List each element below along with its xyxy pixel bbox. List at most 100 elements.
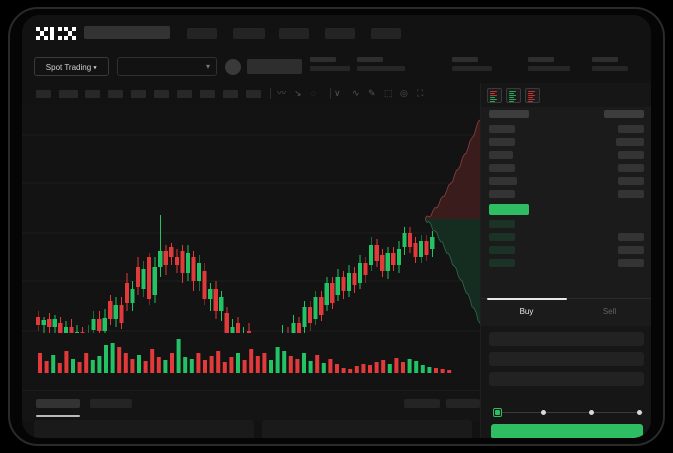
volume-bar xyxy=(110,343,115,373)
candle-body xyxy=(335,277,340,295)
order-field-placeholder-0[interactable] xyxy=(489,332,644,346)
bottom-tab-bar xyxy=(22,390,480,421)
orderbook-asks-icon[interactable] xyxy=(525,88,540,103)
toolbar-item-placeholder-0[interactable] xyxy=(36,90,51,98)
shape-tool-icon[interactable]: ◌ xyxy=(311,88,317,98)
orderbook-bid-size xyxy=(618,246,644,254)
fib-tool-icon[interactable]: ∨ xyxy=(334,88,341,98)
orderbook-ask-row[interactable] xyxy=(489,190,515,198)
toolbar-divider-1 xyxy=(330,88,331,99)
orderbook-bid-row[interactable] xyxy=(489,246,515,254)
toolbar-item-placeholder-6[interactable] xyxy=(177,90,192,98)
bottom-action-placeholder-0[interactable] xyxy=(404,399,440,408)
orderbook-ask-row[interactable] xyxy=(489,177,517,185)
measure-tool-icon[interactable]: ⬚ xyxy=(384,88,393,98)
okx-logo-icon[interactable] xyxy=(36,27,76,40)
order-book[interactable] xyxy=(481,107,651,298)
volume-bar xyxy=(255,356,260,373)
nav-item-placeholder-4[interactable] xyxy=(325,28,355,39)
fullscreen-tool-icon[interactable]: ⛶ xyxy=(417,88,424,98)
bottom-tab-placeholder-0[interactable] xyxy=(36,399,80,408)
wave-tool-icon[interactable]: ∿ xyxy=(352,88,360,98)
toolbar-item-placeholder-8[interactable] xyxy=(223,90,238,98)
candle-body xyxy=(169,247,174,257)
orderbook-bid-row[interactable] xyxy=(489,259,515,267)
nav-item-placeholder-1[interactable] xyxy=(187,28,217,39)
candle-body xyxy=(357,263,363,283)
toolbar-item-placeholder-9[interactable] xyxy=(246,90,261,98)
brush-tool-icon[interactable]: ✎ xyxy=(368,88,376,98)
slider-step-dot-1[interactable] xyxy=(589,410,594,415)
orderbook-bid-size xyxy=(618,233,644,241)
slider-handle[interactable] xyxy=(493,408,502,417)
toolbar-item-placeholder-4[interactable] xyxy=(131,90,146,98)
slider-step-dot-2[interactable] xyxy=(637,410,642,415)
candle-body xyxy=(191,257,196,281)
candle-body xyxy=(369,245,374,265)
volume-bar xyxy=(229,357,234,373)
trading-pair-selector[interactable]: ▾ xyxy=(117,57,217,76)
volume-bar xyxy=(381,360,386,373)
nav-item-placeholder-2[interactable] xyxy=(233,28,265,39)
volume-bar xyxy=(288,356,293,373)
orderbook-ask-row[interactable] xyxy=(489,164,515,172)
toolbar-item-placeholder-3[interactable] xyxy=(108,90,123,98)
stat-value-placeholder xyxy=(310,66,350,71)
submit-order-button[interactable] xyxy=(491,424,643,438)
orderbook-bid-row[interactable] xyxy=(489,220,515,228)
app-screen: Spot Trading ▾ ▾ 〰 ↘ ◌ ∨ ∿ ✎ ⬚ ◎ ⛶ xyxy=(22,15,651,438)
candle-body xyxy=(97,319,102,331)
order-field-placeholder-2[interactable] xyxy=(489,372,644,386)
orderbook-ask-row[interactable] xyxy=(489,125,515,133)
market-type-selector[interactable]: Spot Trading ▾ xyxy=(34,57,109,76)
candle-body xyxy=(47,319,52,327)
toolbar-item-placeholder-1[interactable] xyxy=(59,90,78,98)
toolbar-item-placeholder-5[interactable] xyxy=(154,90,169,98)
tab-sell[interactable]: Sell xyxy=(602,307,617,316)
market-stat-0 xyxy=(310,57,350,71)
candle-body xyxy=(396,249,401,265)
orderbook-ask-row[interactable] xyxy=(489,151,513,159)
nav-item-placeholder-0[interactable] xyxy=(84,26,170,39)
slider-step-dot-0[interactable] xyxy=(541,410,546,415)
volume-bar xyxy=(341,368,346,373)
volume-bar xyxy=(348,369,353,373)
nav-item-placeholder-5[interactable] xyxy=(371,28,401,39)
stat-label-placeholder xyxy=(528,57,554,62)
market-stat-4 xyxy=(592,57,628,71)
candle-wick xyxy=(159,215,161,277)
orderbook-ask-row[interactable] xyxy=(489,138,515,146)
volume-bar xyxy=(163,360,168,373)
volume-bar xyxy=(44,361,49,373)
bottom-panel-left[interactable] xyxy=(34,420,254,438)
pair-avatar-icon xyxy=(225,59,241,75)
depth-chart-overlay xyxy=(425,119,480,324)
orderbook-both-icon[interactable] xyxy=(487,88,502,103)
bottom-action-placeholder-1[interactable] xyxy=(446,399,480,408)
bottom-panel-right[interactable] xyxy=(262,420,472,438)
candle-body xyxy=(341,277,346,291)
orderbook-bid-row[interactable] xyxy=(489,233,515,241)
toolbar-item-placeholder-2[interactable] xyxy=(85,90,100,98)
last-price-placeholder xyxy=(247,59,302,74)
top-header xyxy=(22,15,651,51)
volume-bar xyxy=(262,353,267,373)
candle-body xyxy=(36,317,41,325)
candle-body xyxy=(313,297,318,319)
candle-body xyxy=(58,323,63,337)
orderbook-spread-row[interactable] xyxy=(489,204,529,215)
candle-body xyxy=(52,319,57,327)
nav-item-placeholder-3[interactable] xyxy=(279,28,309,39)
orderbook-bids-icon[interactable] xyxy=(506,88,521,103)
order-field-placeholder-1[interactable] xyxy=(489,352,644,366)
trendline-tool-icon[interactable]: 〰 xyxy=(277,88,287,98)
ray-tool-icon[interactable]: ↘ xyxy=(294,88,302,98)
toolbar-item-placeholder-7[interactable] xyxy=(200,90,215,98)
magnet-tool-icon[interactable]: ◎ xyxy=(400,88,408,98)
amount-slider[interactable] xyxy=(493,408,643,418)
volume-bar xyxy=(104,345,108,373)
orderbook-ask-size xyxy=(618,190,644,198)
tab-buy[interactable]: Buy xyxy=(519,307,534,316)
volume-bar xyxy=(203,360,207,373)
bottom-tab-placeholder-1[interactable] xyxy=(90,399,132,408)
